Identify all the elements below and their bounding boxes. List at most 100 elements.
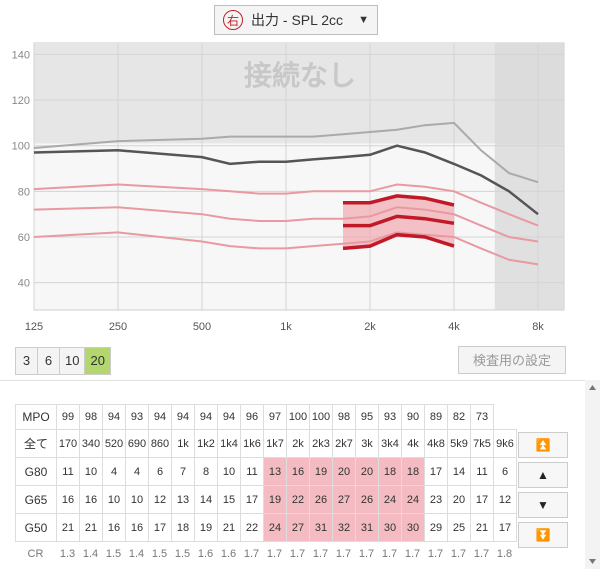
gain-cell[interactable]: 18 [401, 457, 425, 486]
gain-cell[interactable]: 22 [240, 513, 264, 542]
gain-cell[interactable]: 19 [263, 485, 287, 514]
gain-cell[interactable]: 29 [424, 513, 448, 542]
gain-cell[interactable]: 27 [286, 513, 310, 542]
freq-header-cell[interactable]: 1k7 [263, 429, 287, 458]
gain-cell[interactable]: 21 [470, 513, 494, 542]
freq-header-cell[interactable]: 860 [148, 429, 172, 458]
gain-cell[interactable]: 15 [217, 485, 241, 514]
gain-cell[interactable]: 24 [263, 513, 287, 542]
freq-header-cell[interactable]: 4k8 [424, 429, 448, 458]
freq-header-cell[interactable]: 340 [79, 429, 103, 458]
freq-header-cell[interactable]: 520 [102, 429, 126, 458]
gain-cell[interactable]: 4 [102, 457, 126, 486]
gain-cell[interactable]: 17 [240, 485, 264, 514]
gain-cell[interactable]: 25 [447, 513, 471, 542]
gain-cell[interactable]: 6 [493, 457, 517, 486]
gain-cell[interactable]: 21 [217, 513, 241, 542]
double-up-icon[interactable]: ⏫ [518, 432, 568, 458]
gain-cell[interactable]: 18 [378, 457, 402, 486]
gain-cell[interactable]: 30 [378, 513, 402, 542]
gain-cell[interactable]: 8 [194, 457, 218, 486]
freq-header-cell[interactable]: 4k [401, 429, 425, 458]
gain-cell[interactable]: 17 [493, 513, 517, 542]
freq-header-cell[interactable]: 170 [56, 429, 80, 458]
output-dropdown[interactable]: 右 出力 - SPL 2cc ▼ [214, 5, 378, 35]
gain-cell[interactable]: 18 [171, 513, 195, 542]
gain-cell[interactable]: 10 [125, 485, 149, 514]
gain-cell[interactable]: 13 [171, 485, 195, 514]
level-tab-3[interactable]: 3 [16, 348, 38, 374]
g80-highlight-curve [343, 194, 455, 207]
freq-header-cell[interactable]: 2k7 [332, 429, 356, 458]
gain-cell[interactable]: 10 [79, 457, 103, 486]
freq-header-cell[interactable]: 3k4 [378, 429, 402, 458]
gain-cell[interactable]: 14 [194, 485, 218, 514]
freq-header-cell[interactable]: 3k [355, 429, 379, 458]
gain-cell[interactable]: 20 [332, 457, 356, 486]
gain-cell[interactable]: 11 [240, 457, 264, 486]
gain-cell[interactable]: 26 [355, 485, 379, 514]
gain-cell[interactable]: 20 [355, 457, 379, 486]
gain-cell[interactable]: 17 [424, 457, 448, 486]
g80-curve [33, 183, 539, 227]
level-tab-6[interactable]: 6 [38, 348, 60, 374]
gain-cell[interactable]: 16 [102, 513, 126, 542]
gain-row-label[interactable]: G80 [15, 457, 57, 486]
freq-header-cell[interactable]: 2k [286, 429, 310, 458]
gain-cell[interactable]: 23 [424, 485, 448, 514]
gain-cell[interactable]: 27 [332, 485, 356, 514]
mpo-cell: 94 [148, 404, 172, 430]
freq-header-cell[interactable]: 1k [171, 429, 195, 458]
gain-cell[interactable]: 19 [194, 513, 218, 542]
freq-header-cell[interactable]: 2k3 [309, 429, 333, 458]
gain-cell[interactable]: 6 [148, 457, 172, 486]
gain-cell[interactable]: 17 [148, 513, 172, 542]
gain-cell[interactable]: 11 [56, 457, 80, 486]
gain-cell[interactable]: 13 [263, 457, 287, 486]
gain-cell[interactable]: 10 [102, 485, 126, 514]
gain-cell[interactable]: 14 [447, 457, 471, 486]
gain-row-label[interactable]: G65 [15, 485, 57, 514]
gain-cell[interactable]: 32 [332, 513, 356, 542]
freq-header-cell[interactable]: 1k4 [217, 429, 241, 458]
gain-cell[interactable]: 12 [148, 485, 172, 514]
freq-header-cell[interactable]: 5k9 [447, 429, 471, 458]
freq-header-cell[interactable]: 690 [125, 429, 149, 458]
gain-cell[interactable]: 19 [309, 457, 333, 486]
up-icon[interactable]: ▲ [518, 462, 568, 488]
scrollbar[interactable] [585, 380, 600, 569]
level-tab-20[interactable]: 20 [85, 348, 110, 374]
gain-cell[interactable]: 10 [217, 457, 241, 486]
gain-cell[interactable]: 21 [56, 513, 80, 542]
freq-header-cell[interactable]: 9k6 [493, 429, 517, 458]
gain-cell[interactable]: 7 [171, 457, 195, 486]
gain-cell[interactable]: 31 [355, 513, 379, 542]
gain-cell[interactable]: 24 [378, 485, 402, 514]
gain-cell[interactable]: 17 [470, 485, 494, 514]
gain-cell[interactable]: 21 [79, 513, 103, 542]
gain-cell[interactable]: 16 [125, 513, 149, 542]
double-down-icon[interactable]: ⏬ [518, 522, 568, 548]
gain-cell[interactable]: 20 [447, 485, 471, 514]
gain-cell[interactable]: 11 [470, 457, 494, 486]
gain-cell[interactable]: 4 [125, 457, 149, 486]
gain-cell[interactable]: 16 [79, 485, 103, 514]
select-all-button[interactable]: 全て [15, 429, 57, 458]
freq-header-cell[interactable]: 1k6 [240, 429, 264, 458]
gain-cell[interactable]: 30 [401, 513, 425, 542]
gain-cell[interactable]: 31 [309, 513, 333, 542]
freq-header-cell[interactable]: 1k2 [194, 429, 218, 458]
test-settings-button[interactable]: 検査用の設定 [458, 346, 566, 374]
gain-cell[interactable]: 16 [286, 457, 310, 486]
scroll-up-icon[interactable] [589, 385, 596, 390]
gain-cell[interactable]: 26 [309, 485, 333, 514]
freq-header-cell[interactable]: 7k5 [470, 429, 494, 458]
scroll-down-icon[interactable] [589, 559, 596, 564]
gain-cell[interactable]: 22 [286, 485, 310, 514]
gain-cell[interactable]: 12 [493, 485, 517, 514]
gain-row-label[interactable]: G50 [15, 513, 57, 542]
gain-cell[interactable]: 24 [401, 485, 425, 514]
level-tab-10[interactable]: 10 [60, 348, 86, 374]
down-icon[interactable]: ▼ [518, 492, 568, 518]
gain-cell[interactable]: 16 [56, 485, 80, 514]
